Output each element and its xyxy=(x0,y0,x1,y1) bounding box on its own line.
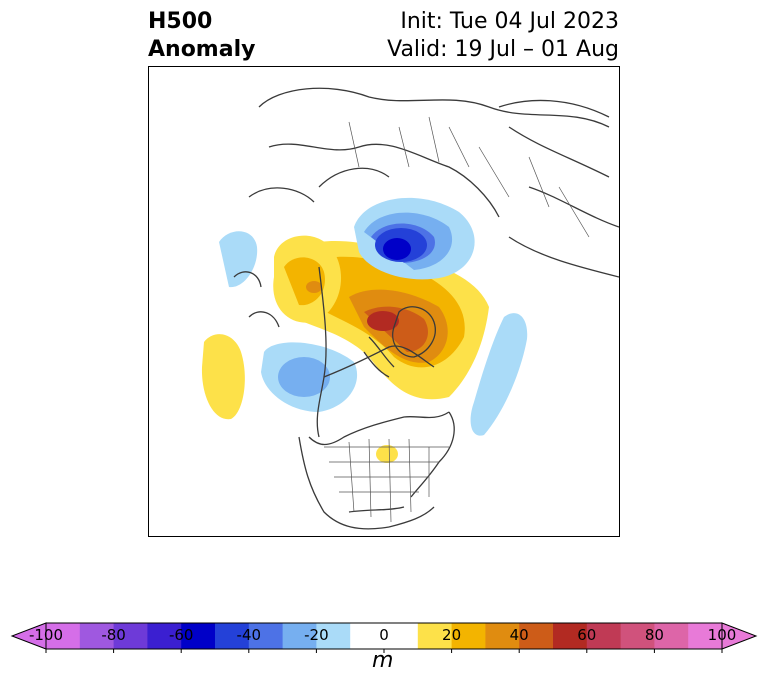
colorbar-swatch xyxy=(316,623,351,649)
coastlines xyxy=(233,87,619,530)
colorbar-swatch xyxy=(248,623,284,649)
colorbar-tick-label: -80 xyxy=(101,626,126,644)
colorbar-swatch xyxy=(553,623,588,649)
colorbar-swatch xyxy=(282,623,317,649)
colorbar-swatch xyxy=(350,623,385,649)
map-title-right: Init: Tue 04 Jul 2023 Valid: 19 Jul – 01… xyxy=(387,8,619,64)
colorbar-swatch xyxy=(417,623,453,649)
colorbar-tick-label: 80 xyxy=(644,626,664,644)
colorbar-swatch xyxy=(451,623,486,649)
colorbar-swatch xyxy=(147,623,182,649)
colorbar-swatch xyxy=(215,623,250,649)
anomaly-map xyxy=(148,66,620,537)
valid-range: Valid: 19 Jul – 01 Aug xyxy=(387,37,619,62)
colorbar-swatch xyxy=(620,623,655,649)
colorbar-swatch xyxy=(46,623,81,649)
negative-anomaly-bering xyxy=(219,231,258,288)
colorbar-swatch xyxy=(654,623,689,649)
colorbar-tick-label: 0 xyxy=(379,626,389,644)
colorbar-unit-label: m xyxy=(372,648,394,673)
colorbar-swatch xyxy=(485,623,520,649)
title-type: Anomaly xyxy=(148,37,256,62)
colorbar-swatch xyxy=(113,623,148,649)
colorbar xyxy=(10,622,758,653)
positive-anomaly-alaska xyxy=(273,235,342,323)
negative-anomaly-arctic xyxy=(354,197,475,280)
colorbar-swatch xyxy=(586,623,622,649)
colorbar-swatch xyxy=(688,623,723,649)
positive-anomaly-midwest xyxy=(376,445,398,463)
colorbar-tick-label: -40 xyxy=(236,626,262,644)
colorbar-swatch xyxy=(519,623,554,649)
negative-anomaly-pacific xyxy=(261,342,358,412)
positive-anomaly-pacific-west xyxy=(201,334,245,420)
colorbar-swatch xyxy=(181,623,216,649)
map-svg xyxy=(201,87,619,530)
colorbar-swatch xyxy=(79,623,115,649)
colorbar-tick-label: -100 xyxy=(28,626,64,644)
title-variable: H500 xyxy=(148,9,213,34)
colorbar-tick-label: -60 xyxy=(168,626,194,644)
colorbar-tick-label: 60 xyxy=(577,626,597,644)
init-date: Init: Tue 04 Jul 2023 xyxy=(400,9,619,34)
political-borders xyxy=(324,116,590,523)
colorbar-swatch xyxy=(384,623,419,649)
negative-anomaly-atlantic xyxy=(470,313,528,436)
colorbar-tick-label: 40 xyxy=(509,626,529,644)
colorbar-tick-label: -20 xyxy=(304,626,329,644)
colorbar-tick-label: 20 xyxy=(442,626,462,644)
map-title-left: H500 Anomaly xyxy=(148,8,255,64)
colorbar-tick-label: 100 xyxy=(707,626,737,644)
